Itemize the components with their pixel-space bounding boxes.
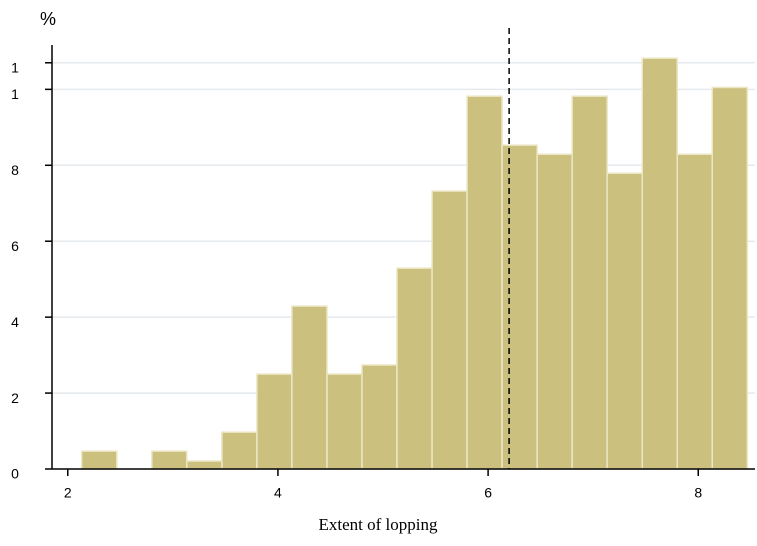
- y-tick-label: 6: [11, 238, 19, 254]
- y-tick-label: 0: [11, 466, 19, 482]
- bar: [571, 95, 608, 470]
- bar: [256, 373, 293, 470]
- bar: [186, 460, 223, 470]
- bar: [676, 153, 713, 470]
- x-tick-label: 4: [274, 485, 282, 501]
- bar: [431, 190, 468, 470]
- bar: [291, 305, 328, 470]
- bar: [466, 95, 503, 470]
- y-tick-label: 4: [11, 314, 19, 330]
- bar: [396, 267, 433, 470]
- bar: [606, 172, 643, 470]
- y-tick-label: 1: [11, 86, 19, 102]
- bar: [151, 450, 188, 470]
- x-tick-label: 8: [694, 485, 702, 501]
- bar: [361, 364, 398, 470]
- bar: [536, 153, 573, 470]
- bar: [221, 431, 258, 470]
- bar: [326, 373, 363, 470]
- y-tick-label: 2: [11, 390, 19, 406]
- x-tick-label: 6: [484, 485, 492, 501]
- y-tick-label: 1: [11, 59, 19, 75]
- bar: [641, 57, 678, 470]
- y-axis-label: %: [40, 9, 56, 29]
- bar: [501, 144, 538, 470]
- bar: [80, 450, 118, 470]
- y-tick-label: 8: [11, 162, 19, 178]
- bar: [711, 86, 749, 470]
- x-tick-label: 2: [64, 485, 72, 501]
- x-axis-label: Extent of lopping: [319, 515, 438, 534]
